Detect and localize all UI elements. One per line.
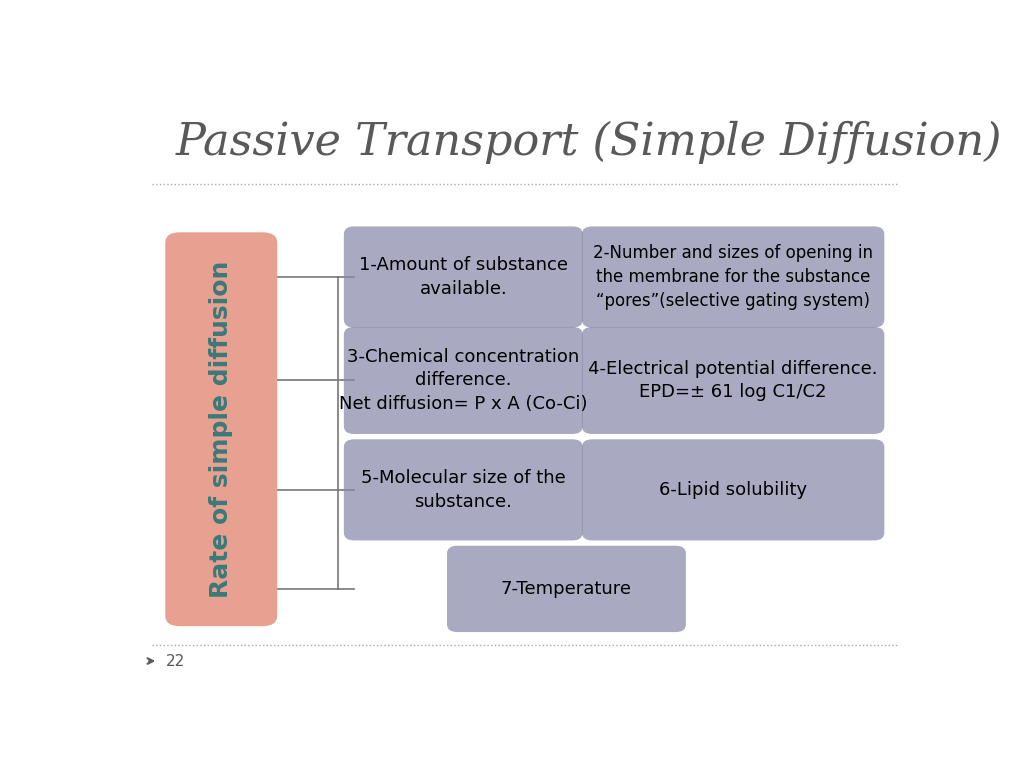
Text: 6-Lipid solubility: 6-Lipid solubility — [659, 481, 807, 499]
FancyBboxPatch shape — [447, 546, 686, 632]
Text: 22: 22 — [166, 654, 185, 669]
Text: 7-Temperature: 7-Temperature — [501, 580, 632, 598]
Text: Rate of simple diffusion: Rate of simple diffusion — [209, 260, 233, 598]
FancyBboxPatch shape — [165, 232, 278, 626]
FancyBboxPatch shape — [344, 327, 583, 434]
FancyBboxPatch shape — [582, 439, 885, 541]
Text: 4-Electrical potential difference.
EPD=± 61 log C1/C2: 4-Electrical potential difference. EPD=±… — [589, 359, 878, 401]
Text: 3-Chemical concentration
difference.
Net diffusion= P x A (Co-Ci): 3-Chemical concentration difference. Net… — [339, 348, 588, 413]
Text: Passive Transport (Simple Diffusion): Passive Transport (Simple Diffusion) — [176, 121, 1002, 164]
FancyBboxPatch shape — [344, 439, 583, 541]
FancyBboxPatch shape — [582, 227, 885, 327]
FancyBboxPatch shape — [344, 227, 583, 327]
Text: 5-Molecular size of the
substance.: 5-Molecular size of the substance. — [360, 469, 565, 511]
FancyBboxPatch shape — [582, 327, 885, 434]
Text: 1-Amount of substance
available.: 1-Amount of substance available. — [358, 257, 567, 298]
Text: 2-Number and sizes of opening in
the membrane for the substance
“pores”(selectiv: 2-Number and sizes of opening in the mem… — [593, 244, 873, 310]
